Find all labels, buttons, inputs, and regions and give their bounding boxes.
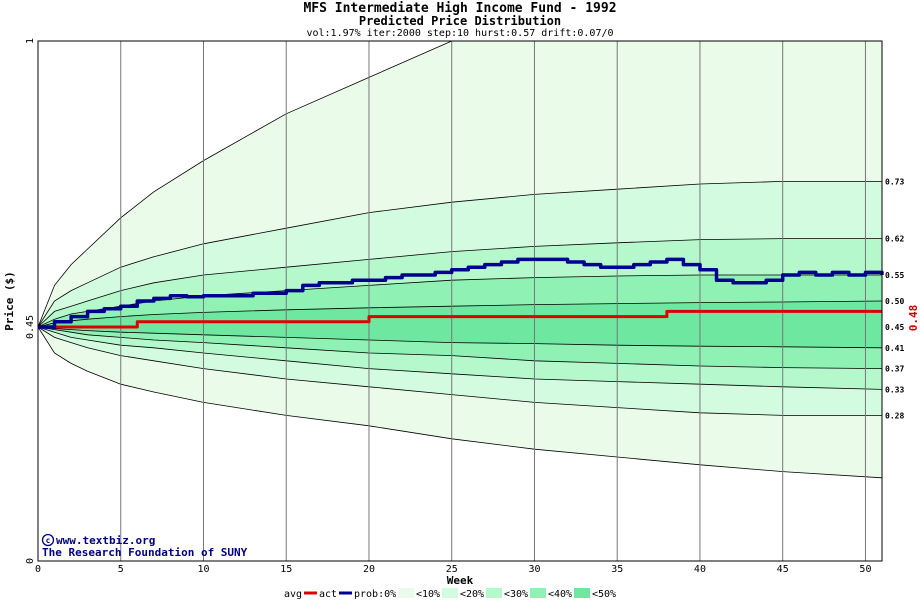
probability-bands	[37, 40, 883, 479]
right-label: 0.41	[885, 344, 904, 353]
legend-label: <50%	[592, 589, 616, 600]
last-price-label: 0.48	[907, 305, 920, 332]
x-tick-label: 0	[35, 564, 41, 575]
x-tick-label: 20	[363, 564, 375, 575]
x-tick-label: 40	[694, 564, 706, 575]
legend-label: avg	[284, 589, 302, 600]
legend-label: act	[319, 589, 337, 600]
right-percentile-labels: 0.73 0.62 0.55 0.50 0.45 0.41 0.37 0.33 0.28	[885, 177, 904, 420]
right-label: 0.33	[885, 385, 904, 394]
right-label: 0.50	[885, 297, 904, 306]
chart-title: MFS Intermediate High Income Fund - 1992	[303, 1, 616, 16]
right-label: 0.55	[885, 271, 904, 280]
x-tick-label: 5	[118, 564, 124, 575]
credit-site[interactable]: www.textbiz.org	[56, 534, 155, 547]
chart-params: vol:1.97% iter:2000 step:10 hurst:0.57 d…	[306, 28, 613, 39]
x-axis-title: Week	[447, 574, 474, 587]
y-axis-title: Price ($)	[3, 271, 16, 331]
y-tick-label: 1	[25, 38, 36, 44]
y-tick-label: 0	[25, 558, 36, 564]
right-label: 0.28	[885, 411, 904, 420]
x-tick-label: 25	[446, 564, 458, 575]
copyright-glyph: c	[46, 536, 51, 545]
x-tick-label: 15	[280, 564, 292, 575]
series	[38, 257, 884, 329]
right-label: 0.37	[885, 365, 904, 374]
chart-subtitle: Predicted Price Distribution	[359, 14, 561, 28]
x-tick-label: 45	[777, 564, 789, 575]
legend: avg act prob:0% <10% <20% <30% <40% <50%	[284, 588, 616, 600]
legend-label: <20%	[460, 589, 484, 600]
copyright-icon	[41, 533, 55, 547]
grid	[120, 41, 866, 561]
legend-label: <40%	[548, 589, 572, 600]
legend-swatch	[398, 588, 414, 598]
right-label: 0.62	[885, 235, 904, 244]
series-act	[38, 309, 882, 329]
x-tick-label: 35	[611, 564, 623, 575]
legend-label: prob:0%	[354, 589, 396, 600]
y-tick-label: 0.45	[25, 315, 36, 339]
legend-swatch	[486, 588, 502, 598]
x-tick-labels: 0 5 10 15 20 25 30 35 40 45 50	[35, 564, 871, 575]
legend-label: <30%	[504, 589, 528, 600]
legend-swatch	[442, 588, 458, 598]
right-label: 0.73	[885, 177, 904, 186]
credit-org: The Research Foundation of SUNY	[42, 546, 248, 559]
legend-swatch	[574, 588, 590, 598]
y-tick-labels: 0 0.45 1	[25, 38, 36, 564]
legend-swatch	[530, 588, 546, 598]
x-tick-label: 50	[859, 564, 871, 575]
plot-border	[37, 40, 883, 562]
right-label: 0.45	[885, 323, 904, 332]
series-prob	[38, 257, 884, 329]
legend-label: <10%	[416, 589, 440, 600]
x-tick-label: 30	[528, 564, 540, 575]
x-tick-label: 10	[197, 564, 209, 575]
